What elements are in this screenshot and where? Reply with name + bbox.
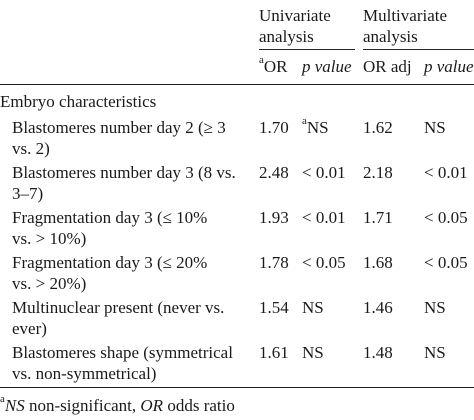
footnote-ns-text: non-significant, — [24, 396, 141, 415]
header-univariate-line1: Univariate — [259, 6, 331, 25]
cell-p-value-adj: < 0.05 — [424, 253, 468, 272]
column-header-or-adj: OR adj — [363, 57, 412, 76]
header-group-rule-left — [259, 49, 355, 50]
header-univariate-line2: analysis — [259, 27, 314, 46]
header-bottom-rule — [0, 84, 474, 85]
cell-or-adj: 1.62 — [363, 118, 393, 137]
cell-or: 1.61 — [259, 343, 289, 362]
header-multivariate: Multivariate analysis — [363, 5, 447, 47]
row-label-line: vs. > 10%) — [12, 229, 87, 248]
row-label: Fragmentation day 3 (≤ 10% vs. > 10%) — [12, 207, 207, 249]
row-label-line: Multinuclear present (never vs. — [12, 298, 225, 317]
cell-p-value-text: < 0.01 — [302, 163, 346, 182]
cell-p-value-text: NS — [302, 343, 324, 362]
cell-p-value-text: NS — [302, 298, 324, 317]
row-label: Multinuclear present (never vs. ever) — [12, 297, 224, 339]
row-label-line: vs. 2) — [12, 139, 50, 158]
cell-p-value: < 0.01 — [302, 207, 346, 228]
column-header-p-value-adj: p value — [424, 57, 474, 76]
section-label: Embryo characteristics — [0, 92, 157, 111]
cell-p-value-adj: < 0.05 — [424, 208, 468, 227]
cell-or: 2.48 — [259, 163, 289, 182]
cell-p-value: NS — [302, 342, 324, 363]
header-multivariate-line2: analysis — [363, 27, 418, 46]
cell-p-value-text: < 0.01 — [302, 208, 346, 227]
row-label: Blastomeres number day 2 (≥ 3 vs. 2) — [12, 117, 226, 159]
cell-or: 1.54 — [259, 298, 289, 317]
column-header-or-label: OR — [263, 57, 288, 76]
cell-or-adj: 1.48 — [363, 343, 393, 362]
row-label: Fragmentation day 3 (≤ 20% vs. > 20%) — [12, 252, 207, 294]
row-label-line: Blastomeres number day 3 (8 vs. — [12, 163, 236, 182]
row-label-line: Fragmentation day 3 (≤ 20% — [12, 253, 208, 272]
table-bottom-rule — [0, 387, 474, 388]
cell-p-value: aNS — [302, 115, 329, 138]
cell-p-value: NS — [302, 297, 324, 318]
row-label-line: vs. > 20%) — [12, 274, 87, 293]
cell-or: 1.78 — [259, 253, 289, 272]
cell-p-value: < 0.05 — [302, 252, 346, 273]
cell-p-value-text: NS — [306, 118, 329, 137]
column-header-or: aOR — [259, 54, 288, 77]
cell-or-adj: 1.68 — [363, 253, 393, 272]
footnote-or-text: odds ratio — [163, 396, 235, 415]
header-multivariate-line1: Multivariate — [363, 6, 448, 25]
cell-p-value-adj: < 0.01 — [424, 163, 468, 182]
cell-p-value-text: < 0.05 — [302, 253, 346, 272]
cell-p-value-adj: NS — [424, 118, 446, 137]
header-univariate: Univariate analysis — [259, 5, 331, 47]
cell-or-adj: 2.18 — [363, 163, 393, 182]
row-label-line: Blastomeres number day 2 (≥ 3 — [12, 118, 226, 137]
cell-p-value-adj: NS — [424, 298, 446, 317]
footnote-or-abbr: OR — [140, 396, 164, 415]
header-group-rule-right — [363, 49, 474, 50]
row-label-line: vs. non-symmetrical) — [12, 364, 157, 383]
cell-or: 1.70 — [259, 118, 289, 137]
column-header-or-sup: a — [259, 54, 264, 67]
footnote-sup: a — [0, 393, 5, 406]
row-label-line: Blastomeres shape (symmetrical — [12, 343, 233, 362]
cell-or: 1.93 — [259, 208, 289, 227]
row-label-line: ever) — [12, 319, 47, 338]
row-label-line: Fragmentation day 3 (≤ 10% — [12, 208, 208, 227]
row-label: Blastomeres number day 3 (8 vs. 3–7) — [12, 162, 236, 204]
row-label-line: 3–7) — [12, 184, 44, 203]
row-label: Blastomeres shape (symmetrical vs. non-sy… — [12, 342, 233, 384]
footnote: aNS non-significant, OR odds ratio — [0, 393, 235, 416]
cell-p-value: < 0.01 — [302, 162, 346, 183]
cell-or-adj: 1.46 — [363, 298, 393, 317]
column-header-p-value: p value — [302, 57, 352, 76]
cell-p-value-sup: a — [302, 115, 307, 128]
footnote-ns-abbr: NS — [4, 396, 25, 415]
cell-or-adj: 1.71 — [363, 208, 393, 227]
cell-p-value-adj: NS — [424, 343, 446, 362]
